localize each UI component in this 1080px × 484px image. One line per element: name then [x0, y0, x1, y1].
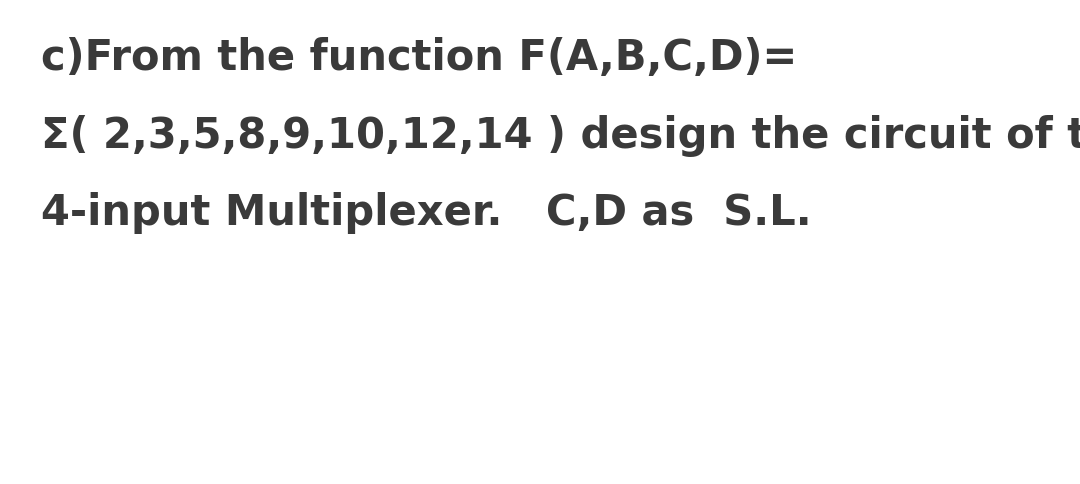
Text: 4-input Multiplexer.   C,D as  S.L.: 4-input Multiplexer. C,D as S.L.: [41, 192, 812, 234]
Text: c)From the function F(A,B,C,D)=: c)From the function F(A,B,C,D)=: [41, 37, 797, 79]
Text: Σ( 2,3,5,8,9,10,12,14 ) design the circuit of the: Σ( 2,3,5,8,9,10,12,14 ) design the circu…: [41, 115, 1080, 156]
